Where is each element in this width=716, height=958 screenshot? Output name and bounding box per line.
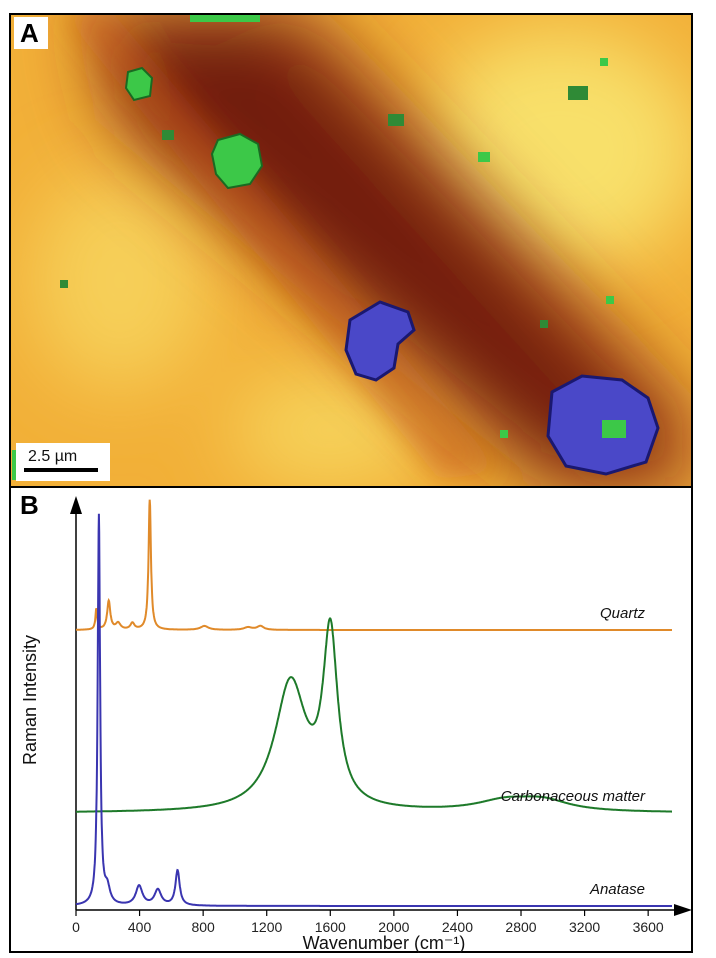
carbonaceous-band xyxy=(91,14,690,487)
x-tick-label-2000: 2000 xyxy=(378,919,409,935)
x-tick-label-3600: 3600 xyxy=(633,919,664,935)
series-label-anatase: Anatase xyxy=(589,881,645,898)
series-line-quartz xyxy=(76,499,672,631)
x-axis-title: Wavenumber (cm⁻¹) xyxy=(303,933,466,953)
x-ticks: 0 400 800 1200 1600 2000 2400 2800 3200 3600 xyxy=(72,910,664,935)
x-tick-label-2800: 2800 xyxy=(505,919,536,935)
x-tick-label-800: 800 xyxy=(191,919,215,935)
scale-bar-box xyxy=(16,443,110,481)
raman-map-panel: A 2.5 µm xyxy=(9,13,693,488)
raman-spectra-panel: B 0 400 800 1200 1600 2000 2400 2800 3200 3600 Qu… xyxy=(9,486,693,953)
x-axis-arrow xyxy=(674,904,692,916)
y-axis-arrow xyxy=(70,496,82,514)
panel-a-label-box xyxy=(14,17,48,49)
scale-bar-label: 2.5 µm xyxy=(28,448,77,465)
anatase-blue-grains xyxy=(344,300,660,476)
series-line-carbonaceous-matter xyxy=(76,617,673,813)
x-tick-label-2400: 2400 xyxy=(442,919,473,935)
scale-bar xyxy=(24,468,98,472)
series-label-carbonaceous-matter: Carbonaceous matter xyxy=(501,788,646,805)
x-tick-label-3200: 3200 xyxy=(569,919,600,935)
x-tick-label-0: 0 xyxy=(72,919,80,935)
spectra-series: Quartz Carbonaceous matter Anatase xyxy=(75,499,673,907)
panel-a-label: A xyxy=(20,18,39,48)
panel-b-label: B xyxy=(20,490,39,520)
x-tick-label-1200: 1200 xyxy=(251,919,282,935)
x-tick-label-1600: 1600 xyxy=(315,919,346,935)
raman-map-image xyxy=(10,14,692,487)
series-line-anatase xyxy=(75,513,672,907)
x-tick-label-400: 400 xyxy=(128,919,152,935)
chart-axes xyxy=(70,496,692,916)
y-axis-title: Raman Intensity xyxy=(20,635,40,765)
series-label-quartz: Quartz xyxy=(600,605,646,622)
